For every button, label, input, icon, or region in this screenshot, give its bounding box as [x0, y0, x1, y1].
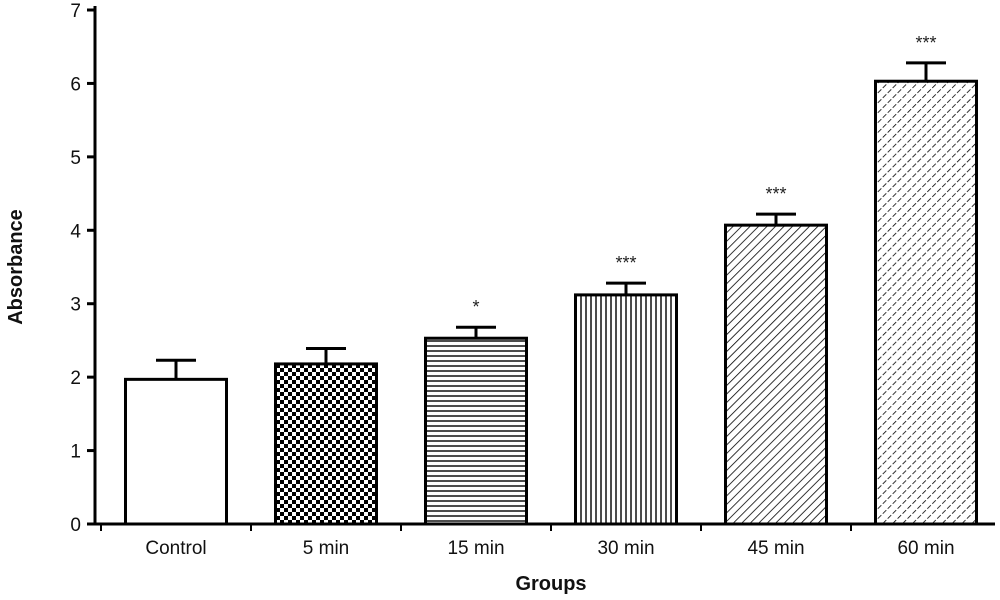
error-bars — [156, 61, 946, 380]
y-axis-title: Absorbance — [5, 209, 27, 325]
x-tick-label: Control — [145, 538, 206, 559]
y-tick-label: 1 — [70, 442, 81, 463]
bar-60-min — [874, 79, 978, 526]
significance-label: * — [472, 297, 479, 317]
error-bar — [906, 61, 946, 82]
significance-label: *** — [615, 253, 636, 273]
bar-45-min — [724, 223, 828, 526]
y-tick-label: 2 — [70, 368, 81, 389]
axes: Control 5 min 15 min 30 min 45 min 60 min 0 1 2 3… — [70, 1, 995, 559]
bar-30-min — [574, 293, 678, 526]
x-tick-label: 30 min — [597, 538, 654, 559]
significance-label: *** — [915, 33, 936, 53]
error-bar — [606, 281, 646, 295]
x-tick-label: 15 min — [447, 538, 504, 559]
bar-control — [124, 377, 228, 526]
x-tick-label: 5 min — [303, 538, 349, 559]
bar-15-min — [424, 336, 528, 526]
x-tick-label: 60 min — [897, 538, 954, 559]
x-axis-title: Groups — [515, 573, 586, 595]
y-tick-label: 7 — [70, 1, 81, 22]
error-bar — [456, 325, 496, 339]
y-tick-label: 3 — [70, 295, 81, 316]
y-tick-label: 4 — [70, 221, 81, 242]
y-tick-label: 6 — [70, 74, 81, 95]
y-tick-label: 5 — [70, 148, 81, 169]
error-bar — [756, 212, 796, 226]
significance-label: *** — [765, 184, 786, 204]
bar-5-min — [274, 362, 378, 526]
significance-annotations: ********** — [472, 33, 936, 317]
bars — [124, 79, 978, 526]
error-bar — [156, 358, 196, 380]
error-bar — [306, 347, 346, 364]
x-tick-label: 45 min — [747, 538, 804, 559]
y-tick-label: 0 — [70, 515, 81, 536]
